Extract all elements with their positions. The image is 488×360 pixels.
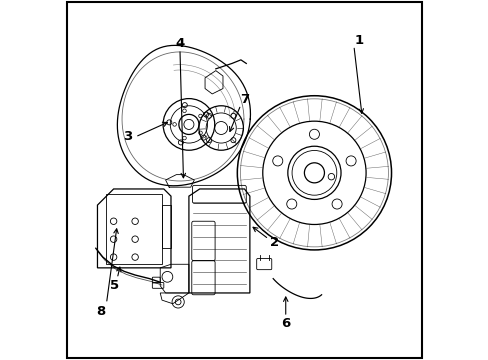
Text: 8: 8 [96,306,105,319]
Text: 3: 3 [123,130,132,144]
Text: 5: 5 [110,279,119,292]
Text: 4: 4 [175,36,184,50]
Text: 7: 7 [240,93,248,106]
Text: 6: 6 [281,317,290,330]
Text: 2: 2 [270,236,279,249]
Text: 1: 1 [354,33,363,47]
